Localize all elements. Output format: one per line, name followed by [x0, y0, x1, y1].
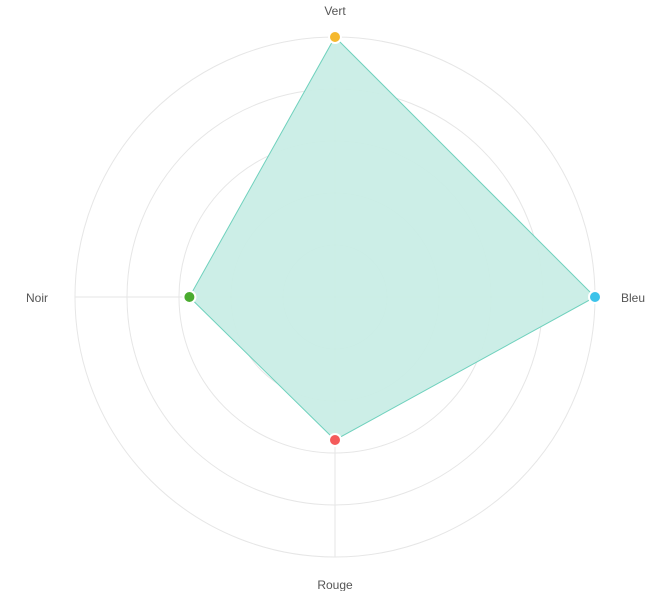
axis-label-noir: Noir: [26, 291, 48, 305]
axis-label-rouge: Rouge: [317, 578, 353, 591]
axis-labels: Vert Bleu Rouge Noir: [26, 4, 645, 592]
series-area: [188, 36, 596, 441]
radar-points: [182, 30, 602, 447]
axis-label-vert: Vert: [324, 4, 346, 18]
data-point-noir[interactable]: [182, 290, 197, 304]
radar-series: [188, 36, 596, 441]
data-point-bleu[interactable]: [588, 290, 602, 304]
axis-label-bleu: Bleu: [621, 291, 645, 305]
data-point-vert[interactable]: [328, 30, 342, 44]
data-point-rouge[interactable]: [328, 433, 342, 447]
